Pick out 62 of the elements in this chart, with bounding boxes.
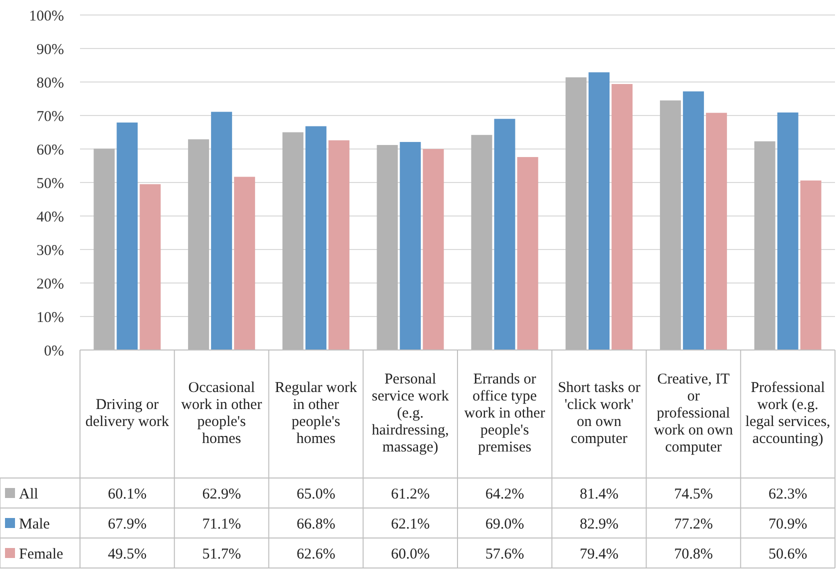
data-label: 66.8% <box>296 516 336 532</box>
bar <box>517 157 538 350</box>
y-tick-label: 0% <box>44 343 64 360</box>
x-tick-label: Errands or office type work in other people's premises <box>464 372 546 456</box>
bar <box>422 149 444 350</box>
y-tick-label: 40% <box>36 209 64 226</box>
data-label: 62.6% <box>296 546 336 562</box>
bar <box>777 112 798 350</box>
data-label: 50.6% <box>768 546 808 562</box>
x-tick-label: Creative, IT or professional work on own computer <box>654 372 734 456</box>
y-tick-label: 10% <box>36 310 64 326</box>
x-tick-label: Short tasks or 'click work' on own computer <box>558 380 640 447</box>
x-tick-label: Driving or delivery work <box>85 397 170 430</box>
x-tick-label: Personal service work (e.g. hairdressing, massage) <box>372 372 450 456</box>
bar <box>400 142 421 350</box>
bar <box>800 180 822 350</box>
bar <box>328 140 350 350</box>
bar <box>612 84 633 350</box>
y-tick-label: 20% <box>36 276 64 292</box>
bar <box>305 126 326 350</box>
data-label: 61.2% <box>390 486 430 502</box>
y-tick-label: 60% <box>36 142 64 158</box>
data-label: 49.5% <box>108 546 147 562</box>
bar <box>588 72 610 350</box>
data-label: 81.4% <box>580 486 618 502</box>
y-tick-label: 100% <box>29 8 64 24</box>
y-tick-label: 30% <box>36 242 64 259</box>
x-tick-label: Regular work in other people's homes <box>274 380 358 447</box>
data-label: 60.0% <box>390 546 430 562</box>
data-label: 62.9% <box>202 486 241 502</box>
data-label: 69.0% <box>485 516 524 532</box>
data-label: 65.0% <box>296 486 336 502</box>
bar <box>116 122 138 350</box>
data-label: 79.4% <box>580 546 618 562</box>
x-tick-label: Professional work (e.g. legal services, accounting) <box>745 380 830 447</box>
data-label: 74.5% <box>674 486 713 502</box>
y-tick-label: 70% <box>36 108 64 125</box>
bar <box>494 118 516 350</box>
bar <box>706 112 727 350</box>
bar <box>682 91 704 350</box>
data-label: 70.8% <box>674 546 713 562</box>
data-label: 51.7% <box>202 546 241 562</box>
data-label: 64.2% <box>485 486 524 502</box>
data-label: 57.6% <box>485 546 524 562</box>
legend-label: Female <box>19 546 64 562</box>
data-label: 70.9% <box>768 516 808 532</box>
data-label: 77.2% <box>674 516 713 532</box>
y-tick-label: 80% <box>36 75 64 92</box>
data-label: 60.1% <box>108 486 147 502</box>
legend-label: Male <box>19 516 50 532</box>
data-label: 71.1% <box>202 516 241 532</box>
data-label: 67.9% <box>108 516 147 532</box>
data-label: 62.1% <box>390 516 430 532</box>
data-label: 62.3% <box>768 486 808 502</box>
x-tick-label: Occasional work in other people's homes <box>181 380 262 447</box>
y-tick-label: 90% <box>36 42 64 58</box>
y-tick-label: 50% <box>36 176 64 192</box>
data-label: 82.9% <box>580 516 618 532</box>
bar <box>234 176 256 350</box>
bar <box>140 184 161 350</box>
legend-label: All <box>19 486 38 502</box>
bar <box>211 112 232 350</box>
